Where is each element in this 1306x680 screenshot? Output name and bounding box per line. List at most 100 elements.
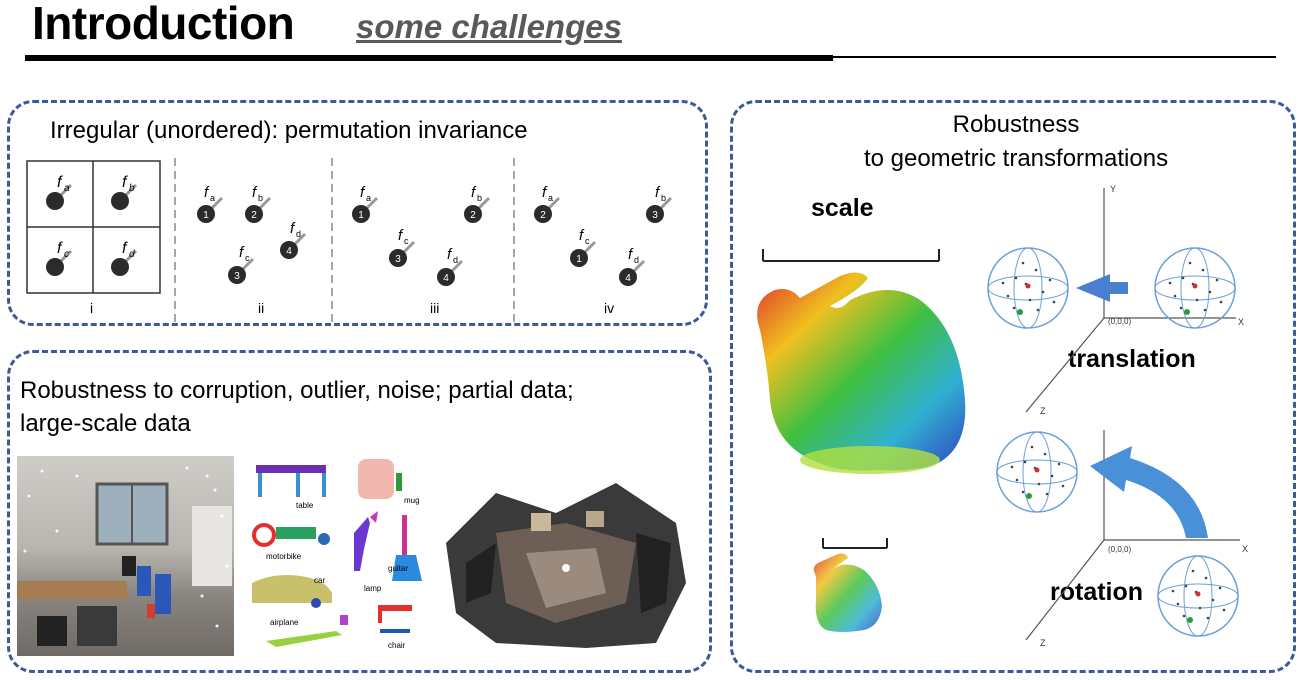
bunny-large <box>757 272 966 474</box>
page-title: Introduction <box>32 0 295 49</box>
permutation-panel: Irregular (unordered): permutation invar… <box>7 100 708 326</box>
scale-bar-small <box>822 538 888 549</box>
svg-text:2: 2 <box>470 210 476 221</box>
sphere-rotated <box>996 431 1078 513</box>
robustness-heading-line2: large-scale data <box>20 410 191 437</box>
label-motorbike: motorbike <box>266 552 302 561</box>
point-4: 4 f d <box>617 246 646 288</box>
svg-text:4: 4 <box>286 246 292 257</box>
origin-label: (0,0,0) <box>1108 317 1131 326</box>
point-4: 4 f d <box>435 246 464 288</box>
room-scan-image <box>17 456 234 656</box>
svg-text:b: b <box>661 193 666 203</box>
permutation-figure: f a f b f c f d i 1f a <box>26 158 673 323</box>
grid-matrix: f a f b f c f d <box>26 160 161 294</box>
title-rule <box>833 56 1276 58</box>
title-underline <box>25 55 833 61</box>
point-2: 2 f b <box>243 184 272 225</box>
svg-text:f: f <box>471 184 477 201</box>
origin-label: (0,0,0) <box>1108 545 1131 554</box>
geometric-heading-line1: Robustness <box>952 111 1080 138</box>
label-guitar: guitar <box>388 564 408 573</box>
svg-text:a: a <box>64 183 70 194</box>
point-set-ii: 1f a 2f b 4f d 3f c <box>195 184 307 286</box>
grid-cell-a: f a <box>44 174 73 212</box>
object-pointclouds: table mug motorbike lamp guitar car airp… <box>252 459 422 650</box>
sphere-translated <box>987 247 1069 329</box>
svg-text:c: c <box>404 236 409 246</box>
permutation-heading: Irregular (unordered): permutation invar… <box>50 117 528 144</box>
point-2: 2 f a <box>532 184 561 225</box>
grid-cell-c: f c <box>44 240 73 278</box>
grid-cell-d: f d <box>109 240 138 278</box>
svg-text:3: 3 <box>395 254 401 265</box>
svg-text:d: d <box>634 255 639 265</box>
grid-cell-b: f b <box>109 174 138 212</box>
svg-text:f: f <box>360 184 366 201</box>
svg-text:4: 4 <box>443 273 449 284</box>
page-subtitle: some challenges <box>356 8 622 45</box>
svg-text:f: f <box>204 184 210 201</box>
svg-text:f: f <box>290 220 296 237</box>
svg-text:c: c <box>64 249 69 260</box>
svg-text:a: a <box>548 193 553 203</box>
point-3: 3 f b <box>644 184 673 225</box>
guitar-cloud <box>392 515 422 581</box>
label-airplane: airplane <box>270 618 299 627</box>
geometric-panel: Robustness to geometric transformations <box>730 100 1296 673</box>
svg-text:f: f <box>122 240 128 257</box>
svg-text:2: 2 <box>251 210 257 221</box>
label-chair: chair <box>388 641 406 650</box>
svg-text:c: c <box>245 253 250 263</box>
scale-label: scale <box>811 194 874 222</box>
geometric-heading-line2: to geometric transformations <box>863 145 1169 172</box>
robustness-data-panel: Robustness to corruption, outlier, noise… <box>7 350 712 673</box>
point-3: 3 f c <box>226 244 255 286</box>
svg-text:b: b <box>129 183 135 194</box>
sphere-original <box>1154 247 1236 329</box>
y-axis-label: Y <box>1110 184 1116 194</box>
svg-text:2: 2 <box>540 210 546 221</box>
bunny-small <box>813 553 882 632</box>
svg-text:d: d <box>453 255 458 265</box>
svg-text:f: f <box>542 184 548 201</box>
point-4: 4 f d <box>278 220 307 261</box>
point-set-iv: 2f a 3f b 1f c 4f d <box>532 184 673 288</box>
point-1: 1 f a <box>350 184 379 225</box>
svg-text:f: f <box>398 227 404 244</box>
svg-text:b: b <box>258 193 263 203</box>
roman-label: iii <box>430 300 439 316</box>
svg-text:d: d <box>129 249 135 260</box>
large-scale-scene-image <box>436 473 691 648</box>
svg-text:a: a <box>210 193 215 203</box>
roman-label: i <box>90 300 93 316</box>
svg-text:f: f <box>57 174 63 191</box>
svg-text:f: f <box>655 184 661 201</box>
label-car: car <box>314 576 325 585</box>
z-axis-label: Z <box>1040 406 1046 416</box>
airplane-cloud <box>266 615 348 647</box>
svg-text:f: f <box>239 244 245 261</box>
geometric-figure: Y X Z (0,0,0) X Z (0,0,0) <box>757 184 1248 648</box>
svg-text:3: 3 <box>234 271 240 282</box>
svg-text:f: f <box>447 246 453 263</box>
svg-text:f: f <box>628 246 634 263</box>
svg-text:1: 1 <box>203 210 209 221</box>
car-cloud <box>252 575 332 608</box>
roman-label: iv <box>604 300 614 316</box>
table-cloud <box>256 465 326 497</box>
svg-text:1: 1 <box>358 210 364 221</box>
svg-text:f: f <box>252 184 258 201</box>
svg-text:f: f <box>122 174 128 191</box>
point-2: 2 f b <box>462 184 491 225</box>
svg-text:f: f <box>57 240 63 257</box>
svg-text:1: 1 <box>576 254 582 265</box>
point-3: 3 f c <box>387 227 416 269</box>
svg-text:a: a <box>366 193 371 203</box>
roman-label: ii <box>258 300 264 316</box>
rotation-label: rotation <box>1050 578 1144 606</box>
label-table: table <box>296 501 314 510</box>
svg-text:4: 4 <box>625 273 631 284</box>
svg-text:f: f <box>579 227 585 244</box>
robustness-heading-line1: Robustness to corruption, outlier, noise… <box>20 377 574 404</box>
